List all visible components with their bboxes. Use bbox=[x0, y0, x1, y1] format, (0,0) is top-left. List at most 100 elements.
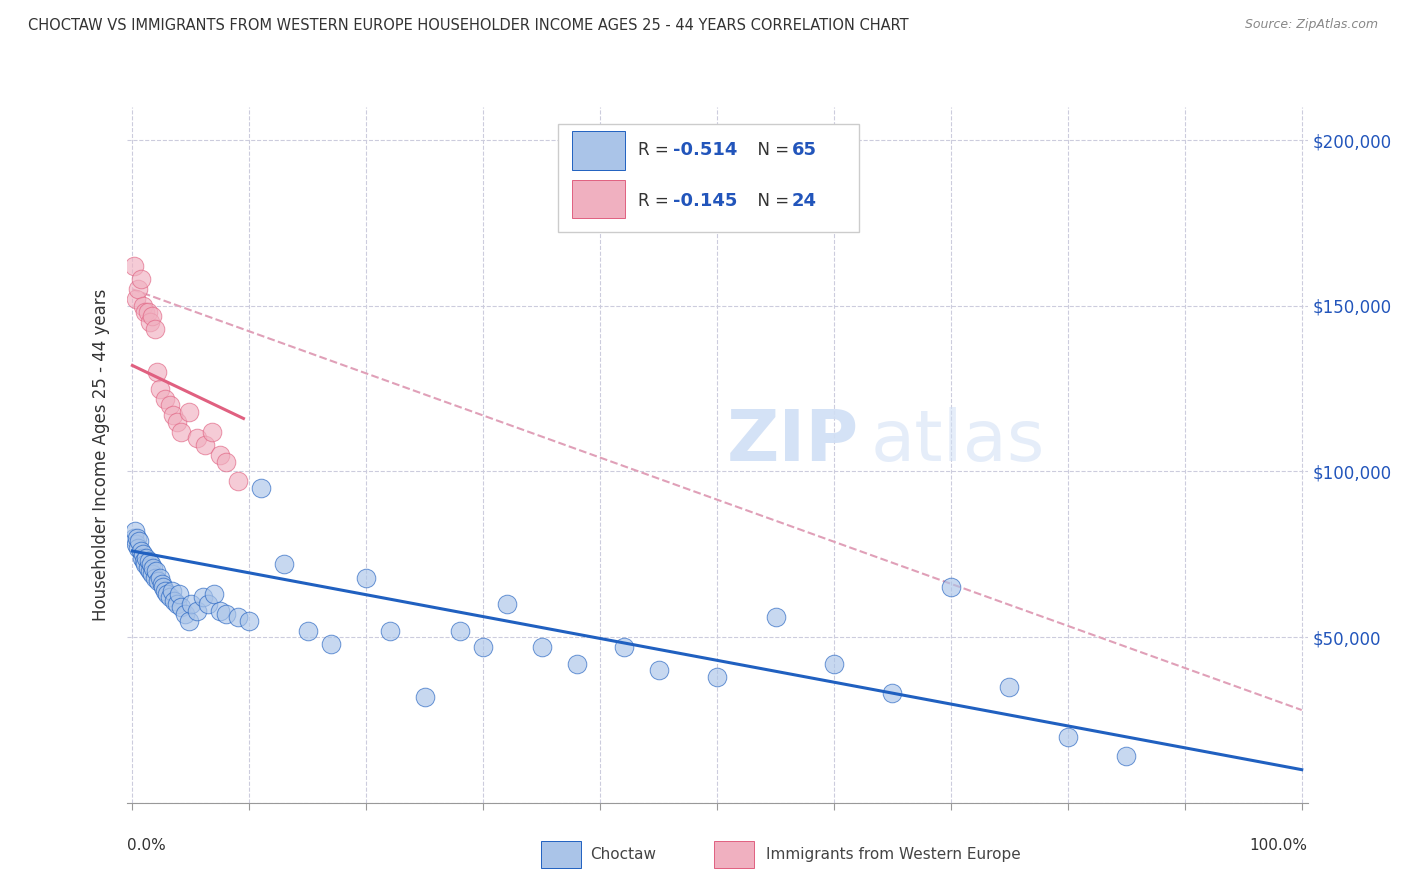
Point bbox=[250, 481, 273, 495]
Point bbox=[143, 570, 166, 584]
Point bbox=[612, 640, 634, 654]
Point bbox=[162, 408, 184, 422]
Y-axis label: Householder Income Ages 25 - 44 years: Householder Income Ages 25 - 44 years bbox=[91, 289, 110, 621]
Point bbox=[186, 604, 208, 618]
Point bbox=[145, 564, 167, 578]
Point bbox=[135, 550, 157, 565]
Point bbox=[238, 614, 260, 628]
Point bbox=[124, 524, 146, 538]
Text: 0.0%: 0.0% bbox=[127, 838, 166, 854]
Point bbox=[134, 558, 156, 572]
Point bbox=[197, 597, 219, 611]
Point bbox=[146, 574, 169, 588]
Point bbox=[998, 680, 1021, 694]
Point bbox=[823, 657, 845, 671]
Point bbox=[136, 305, 159, 319]
Point bbox=[226, 610, 249, 624]
Point bbox=[127, 282, 149, 296]
Point bbox=[180, 597, 202, 611]
Point bbox=[495, 597, 517, 611]
Point bbox=[122, 259, 145, 273]
Point bbox=[177, 405, 200, 419]
Point bbox=[166, 597, 188, 611]
Point bbox=[226, 475, 249, 489]
Point bbox=[159, 398, 181, 412]
Point bbox=[163, 593, 186, 607]
Point bbox=[170, 600, 193, 615]
Point bbox=[765, 610, 787, 624]
Point bbox=[159, 591, 181, 605]
Point bbox=[132, 299, 155, 313]
Point bbox=[1057, 730, 1080, 744]
Point bbox=[939, 581, 962, 595]
Text: R =: R = bbox=[638, 192, 673, 210]
Text: Choctaw: Choctaw bbox=[591, 847, 657, 862]
Point bbox=[273, 558, 295, 572]
Point bbox=[209, 604, 232, 618]
Point bbox=[149, 570, 172, 584]
Text: 24: 24 bbox=[792, 192, 817, 210]
Point bbox=[472, 640, 495, 654]
Point bbox=[153, 392, 176, 406]
Point bbox=[131, 550, 153, 565]
Text: R =: R = bbox=[638, 141, 673, 159]
Point bbox=[882, 686, 904, 700]
Point bbox=[153, 583, 176, 598]
Point bbox=[125, 531, 148, 545]
Point bbox=[129, 544, 152, 558]
FancyBboxPatch shape bbox=[572, 180, 624, 219]
Point bbox=[530, 640, 553, 654]
Point bbox=[132, 547, 155, 561]
Point bbox=[186, 431, 208, 445]
Point bbox=[128, 534, 150, 549]
Point bbox=[132, 554, 155, 568]
Point bbox=[167, 587, 190, 601]
Text: ZIP: ZIP bbox=[727, 407, 859, 475]
Point bbox=[129, 272, 152, 286]
Point bbox=[134, 305, 156, 319]
Point bbox=[139, 558, 162, 572]
Point bbox=[125, 537, 148, 551]
Point bbox=[354, 570, 377, 584]
Point bbox=[160, 583, 183, 598]
Point bbox=[152, 581, 174, 595]
Point bbox=[174, 607, 197, 621]
Point bbox=[142, 560, 165, 574]
Point bbox=[297, 624, 319, 638]
Point bbox=[449, 624, 471, 638]
Text: -0.145: -0.145 bbox=[673, 192, 738, 210]
Point bbox=[1115, 749, 1137, 764]
Point bbox=[647, 663, 669, 677]
Text: Source: ZipAtlas.com: Source: ZipAtlas.com bbox=[1244, 18, 1378, 31]
Point bbox=[136, 560, 159, 574]
Text: N =: N = bbox=[747, 141, 794, 159]
Text: Immigrants from Western Europe: Immigrants from Western Europe bbox=[766, 847, 1021, 862]
Point bbox=[177, 614, 200, 628]
Point bbox=[146, 365, 169, 379]
Point bbox=[143, 322, 166, 336]
FancyBboxPatch shape bbox=[572, 131, 624, 169]
Point bbox=[170, 425, 193, 439]
Text: atlas: atlas bbox=[870, 407, 1045, 475]
Point bbox=[413, 690, 436, 704]
Point bbox=[141, 309, 163, 323]
Text: N =: N = bbox=[747, 192, 794, 210]
Point bbox=[706, 670, 728, 684]
Point bbox=[141, 567, 163, 582]
Text: -0.514: -0.514 bbox=[673, 141, 738, 159]
Point bbox=[215, 454, 238, 468]
Point bbox=[321, 637, 343, 651]
Text: CHOCTAW VS IMMIGRANTS FROM WESTERN EUROPE HOUSEHOLDER INCOME AGES 25 - 44 YEARS : CHOCTAW VS IMMIGRANTS FROM WESTERN EUROP… bbox=[28, 18, 908, 33]
Point bbox=[127, 541, 149, 555]
Point bbox=[202, 587, 225, 601]
Point bbox=[150, 577, 173, 591]
Point bbox=[139, 315, 162, 329]
Point bbox=[201, 425, 224, 439]
Point bbox=[378, 624, 401, 638]
Point bbox=[122, 531, 145, 545]
Point bbox=[166, 415, 188, 429]
Point bbox=[125, 292, 148, 306]
Point bbox=[156, 587, 179, 601]
Point bbox=[194, 438, 217, 452]
Text: 100.0%: 100.0% bbox=[1250, 838, 1308, 854]
